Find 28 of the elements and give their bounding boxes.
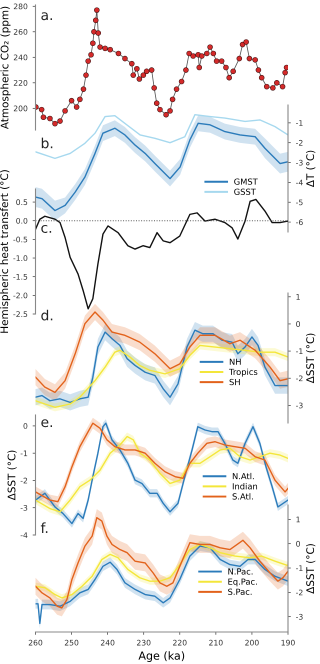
- y2-axis-title: ΔSST (°C): [306, 334, 316, 384]
- legend-label: S.Atl.: [232, 493, 253, 500]
- y-axis-title: Hemispheric heat transfert (°C): [0, 170, 10, 333]
- y2-axis-title: ΔSST (°C): [306, 544, 316, 594]
- legend-label: Eq.Pac.: [228, 578, 257, 586]
- annotation: f.: [40, 522, 48, 533]
- line-series: [36, 198, 288, 310]
- legend-label: GMST: [234, 178, 258, 185]
- line-series: [36, 114, 288, 160]
- legend-label: Indian: [232, 482, 258, 490]
- annotation: e.: [41, 419, 52, 428]
- legend-label: S.Pac.: [228, 588, 252, 595]
- line-series: [36, 329, 288, 404]
- annotation: a.: [41, 12, 52, 20]
- line-series: [36, 122, 288, 212]
- annotation: d.: [41, 310, 52, 320]
- legend-label: N.Atl.: [232, 472, 254, 480]
- legend-label: SH: [230, 378, 240, 386]
- legend-label: N.Pac.: [228, 568, 253, 575]
- y-axis-title: ΔSST (°C): [7, 450, 17, 500]
- legend-label: Tropics: [229, 368, 258, 377]
- legend-label: NH: [230, 358, 241, 365]
- y-axis-title: Atmospheric CO₂ (ppm): [0, 6, 11, 130]
- x-axis-title: Age (ka): [138, 651, 184, 662]
- legend-label: GSST: [234, 188, 256, 195]
- annotation: b.: [42, 138, 52, 148]
- y2-axis-title: ΔT (°C): [306, 150, 316, 188]
- annotation: c.: [41, 224, 52, 233]
